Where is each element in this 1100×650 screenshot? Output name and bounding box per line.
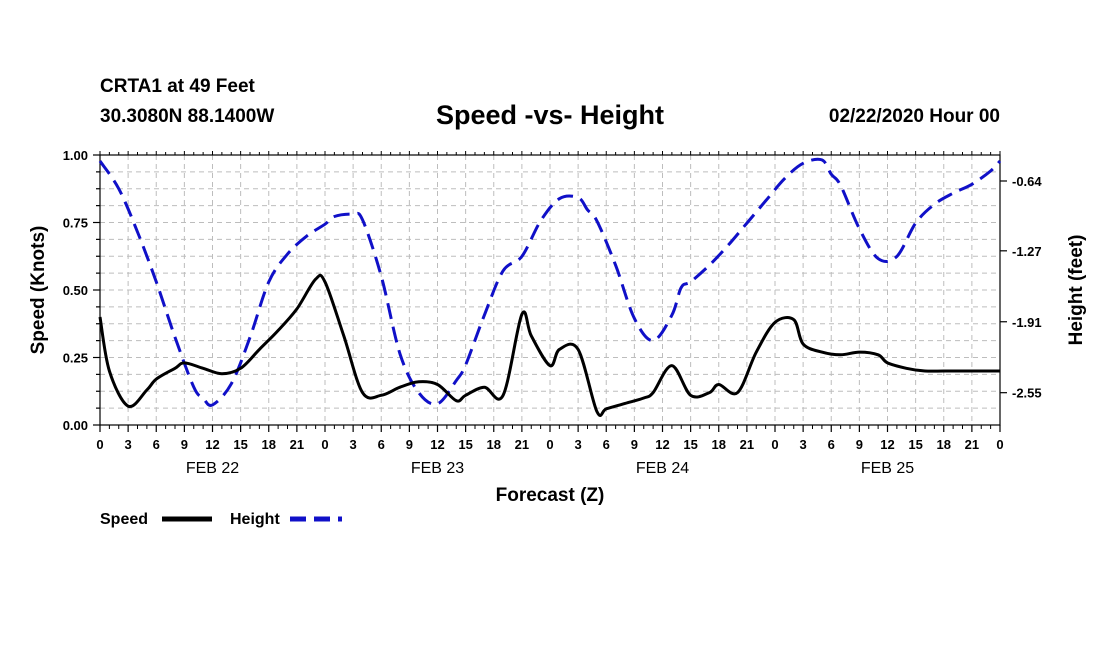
x-tick-label: 3 — [575, 437, 582, 452]
x-tick-label: 0 — [321, 437, 328, 452]
day-label: FEB 22 — [186, 460, 239, 477]
y-tick-label: 0.50 — [63, 283, 88, 298]
x-tick-label: 6 — [153, 437, 160, 452]
station-title: CRTA1 at 49 Feet — [100, 76, 255, 97]
x-tick-label: 21 — [965, 437, 979, 452]
day-label: FEB 24 — [636, 460, 689, 477]
x-axis-title: Forecast (Z) — [496, 485, 605, 506]
y2-tick-label: -2.55 — [1012, 386, 1042, 401]
x-tick-label: 0 — [546, 437, 553, 452]
x-tick-label: 18 — [262, 437, 276, 452]
y2-tick-label: -1.27 — [1012, 244, 1042, 259]
speed-line — [98, 273, 1000, 417]
legend-speed-label: Speed — [100, 511, 148, 528]
y2-tick-label: -0.64 — [1012, 174, 1042, 189]
chart-title: Speed -vs- Height — [435, 100, 665, 130]
x-tick-label: 21 — [290, 437, 304, 452]
x-tick-label: 6 — [378, 437, 385, 452]
y-tick-label: 0.00 — [63, 418, 88, 433]
x-tick-label: 18 — [937, 437, 951, 452]
x-tick-label: 15 — [683, 437, 697, 452]
y-tick-label: 0.25 — [63, 351, 88, 366]
x-tick-label: 18 — [712, 437, 726, 452]
x-tick-label: 9 — [631, 437, 638, 452]
axis-ticks — [93, 151, 1007, 432]
x-tick-label: 12 — [880, 437, 894, 452]
x-tick-label: 9 — [856, 437, 863, 452]
x-tick-label: 9 — [181, 437, 188, 452]
series — [98, 157, 1002, 417]
x-tick-label: 15 — [908, 437, 922, 452]
x-tick-label: 21 — [740, 437, 754, 452]
legend-height-label: Height — [230, 511, 280, 528]
height-line — [98, 157, 1002, 407]
x-tick-label: 6 — [603, 437, 610, 452]
y2-tick-label: -1.91 — [1012, 315, 1042, 330]
y-tick-label: 0.75 — [63, 216, 88, 231]
x-tick-label: 12 — [205, 437, 219, 452]
x-tick-label: 3 — [800, 437, 807, 452]
day-label: FEB 23 — [411, 460, 464, 477]
x-tick-label: 21 — [515, 437, 529, 452]
x-tick-label: 0 — [996, 437, 1003, 452]
y2-axis-title: Height (feet) — [1066, 235, 1087, 346]
x-tick-label: 12 — [655, 437, 669, 452]
axis-labels: 0 3 6 9 12 15 18 21 0 3 6 9 12 15 18 21 0 3 6 9 12 15 18 21 0 3 6 9… — [63, 148, 1043, 477]
x-tick-label: 6 — [828, 437, 835, 452]
x-tick-label: 3 — [350, 437, 357, 452]
x-tick-label: 12 — [430, 437, 444, 452]
station-coordinates: 30.3080N 88.1400W — [100, 106, 275, 127]
x-tick-label: 15 — [458, 437, 472, 452]
x-tick-label: 9 — [406, 437, 413, 452]
run-date: 02/22/2020 Hour 00 — [828, 106, 1000, 127]
x-tick-label: 15 — [233, 437, 247, 452]
y-tick-label: 1.00 — [63, 148, 88, 163]
x-tick-label: 0 — [96, 437, 103, 452]
grid — [100, 155, 1000, 425]
y-axis-title: Speed (Knots) — [28, 226, 49, 355]
x-tick-label: 3 — [125, 437, 132, 452]
x-tick-label: 18 — [487, 437, 501, 452]
legend: Speed Height — [100, 511, 342, 528]
day-label: FEB 25 — [861, 460, 914, 477]
x-tick-label: 0 — [771, 437, 778, 452]
